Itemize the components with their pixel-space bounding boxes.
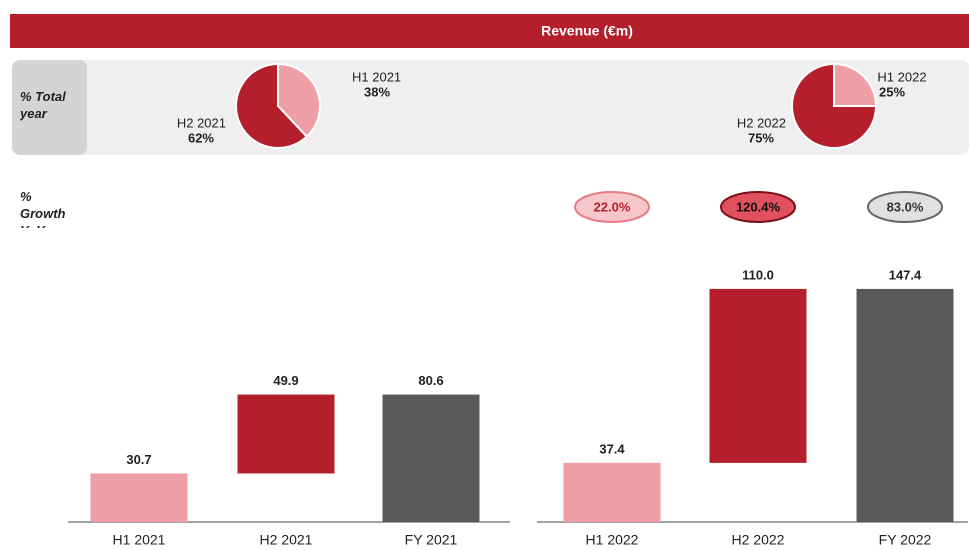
pie-slice — [277, 62, 321, 139]
bar-value-label: 30.7 — [126, 452, 151, 467]
bar-value-label: 110.0 — [742, 267, 774, 282]
row-label: % Growth YoY — [20, 189, 66, 228]
row-label-box — [12, 60, 87, 155]
x-tick-label: H2 2021 — [260, 532, 313, 548]
x-tick-label: H2 2022 — [732, 532, 785, 548]
growth-label: 83.0% — [887, 199, 924, 214]
bar-value-label: 147.4 — [889, 267, 922, 282]
pie-slice — [833, 62, 878, 107]
growth-pill — [574, 191, 650, 223]
pie-value-label: 38% — [364, 84, 390, 99]
bar-value-label: 80.6 — [418, 373, 443, 388]
row-label-text: % Total year — [20, 89, 66, 121]
x-tick-label: H1 2022 — [586, 532, 639, 548]
x-tick-label: FY 2022 — [879, 532, 932, 548]
pie-slice — [235, 62, 309, 149]
pie-label: H2 2022 — [737, 115, 786, 130]
growth-pill — [867, 191, 943, 223]
title-bar — [10, 14, 969, 48]
bar — [382, 394, 480, 522]
pie-label: H2 2021 — [177, 115, 226, 130]
pie-value-label: 25% — [879, 84, 905, 99]
bar — [237, 394, 335, 474]
pie-slice — [791, 62, 878, 149]
bar — [856, 288, 954, 522]
bar-value-label: 37.4 — [599, 441, 625, 456]
growth-pill — [720, 191, 796, 223]
x-tick-label: H1 2021 — [113, 532, 166, 548]
growth-label: 120.4% — [736, 199, 781, 214]
pie-value-label: 62% — [188, 130, 214, 145]
chart-title: Revenue (€m) — [541, 23, 633, 39]
growth-label: 22.0% — [594, 199, 631, 214]
bar — [709, 288, 807, 463]
row-label-text: % Growth YoY — [20, 189, 66, 228]
bar — [563, 462, 661, 522]
pie-label: H1 2022 — [877, 69, 926, 84]
x-tick-label: FY 2021 — [405, 532, 458, 548]
bar-value-label: 49.9 — [273, 373, 298, 388]
row-label: % Total year — [20, 89, 66, 121]
pie-value-label: 75% — [748, 130, 774, 145]
pie-label: H1 2021 — [352, 69, 401, 84]
bar — [90, 473, 188, 522]
